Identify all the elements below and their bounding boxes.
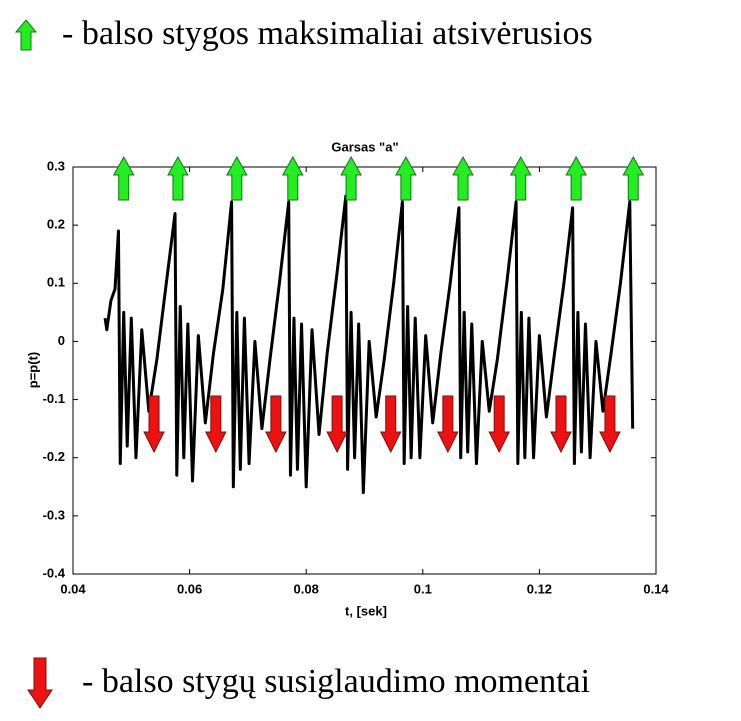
arrow-up [565, 155, 587, 201]
arrow-down [326, 395, 348, 454]
y-tick-label: 0 [58, 333, 65, 348]
y-tick-label: -0.3 [43, 507, 65, 522]
arrow-down [143, 395, 165, 454]
arrow-down [379, 395, 402, 454]
x-tick-label: 0.12 [527, 581, 552, 596]
x-tick-label: 0.1 [414, 581, 432, 596]
arrow-up [340, 155, 362, 201]
arrow-down [550, 395, 572, 454]
y-tick-label: 0.2 [47, 217, 65, 232]
arrow-down [437, 395, 459, 454]
legend-icon-down [27, 657, 53, 709]
arrow-up [452, 155, 474, 201]
legend-icon-up [14, 19, 38, 51]
y-tick-label: -0.4 [43, 565, 66, 580]
arrow-up [167, 155, 189, 201]
x-tick-label: 0.04 [60, 581, 86, 596]
arrow-up [395, 155, 417, 201]
waveform [103, 194, 635, 495]
arrow-up [281, 155, 304, 201]
arrow-up [112, 155, 135, 201]
x-tick-label: 0.06 [177, 581, 202, 596]
x-tick-label: 0.08 [294, 581, 319, 596]
arrow-down [599, 395, 621, 454]
y-tick-label: -0.2 [43, 449, 65, 464]
y-tick-label: 0.3 [47, 158, 65, 173]
arrow-down [488, 395, 510, 454]
x-axis-label: t, [sek] [345, 603, 387, 618]
y-tick-label: 0.1 [47, 275, 65, 290]
arrow-down [205, 395, 227, 454]
x-tick-label: 0.14 [643, 581, 669, 596]
arrow-down [265, 395, 287, 454]
y-axis-label: p=p(t) [25, 352, 40, 388]
legend-down: - balso stygų susiglaudimo momentai [82, 663, 590, 700]
chart-title: Garsas "a" [331, 139, 398, 154]
y-tick-label: -0.1 [43, 391, 65, 406]
arrow-up [225, 155, 248, 201]
legend-up: - balso stygos maksimaliai atsivėrusios [62, 15, 593, 52]
arrow-up [622, 155, 645, 201]
plot-frame [72, 166, 657, 575]
arrow-up [509, 155, 532, 201]
